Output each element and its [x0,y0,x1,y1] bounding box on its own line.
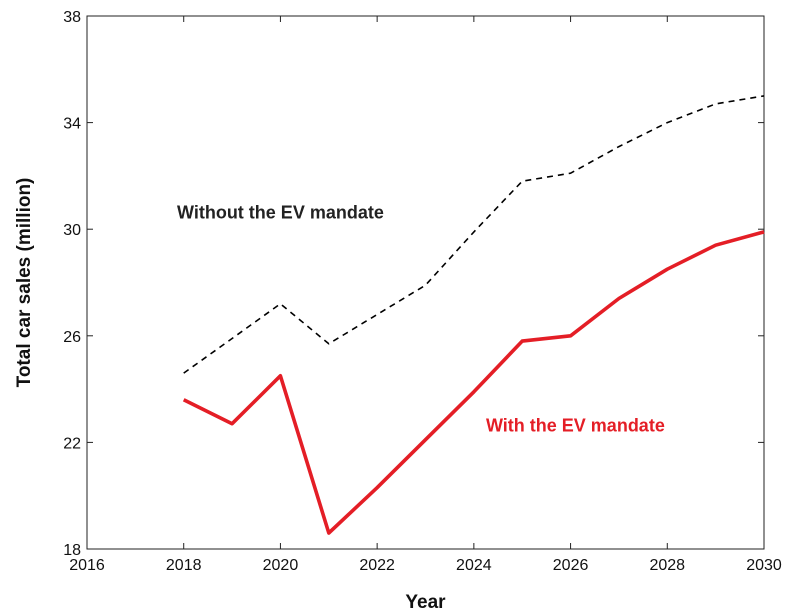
x-tick-label: 2016 [69,557,105,574]
x-tick-label: 2020 [263,557,299,574]
series-line-without-mandate [183,95,765,374]
y-axis-title: Total car sales (million) [14,178,35,388]
x-tick-label: 2018 [166,557,202,574]
x-axis-title: Year [405,592,446,613]
series-annotation-label: With the EV mandate [486,416,665,436]
x-tick-label: 2026 [553,557,589,574]
x-tick-label: 2028 [649,557,685,574]
plot-frame [86,15,765,550]
y-tick-label: 18 [63,542,81,559]
x-tick-label: 2022 [359,557,395,574]
series-lines [182,95,765,535]
y-tick-label: 38 [63,9,81,26]
plot-axes [86,15,765,550]
x-axis-ticks: 2016 2018 2020 2022 2024 2026 2028 2030 [69,16,782,574]
x-tick-label: 2024 [456,557,492,574]
y-axis-ticks: 18 22 26 30 34 38 [63,9,764,559]
y-tick-label: 34 [63,116,81,133]
series-annotations: Without the EV mandate With the EV mandat… [177,203,665,436]
series-annotation-label: Without the EV mandate [177,203,384,223]
x-tick-label: 2030 [746,557,782,574]
series-line-with-mandate [182,230,765,535]
y-tick-label: 22 [63,435,81,452]
y-tick-label: 30 [63,222,81,239]
y-tick-label: 26 [63,329,81,346]
